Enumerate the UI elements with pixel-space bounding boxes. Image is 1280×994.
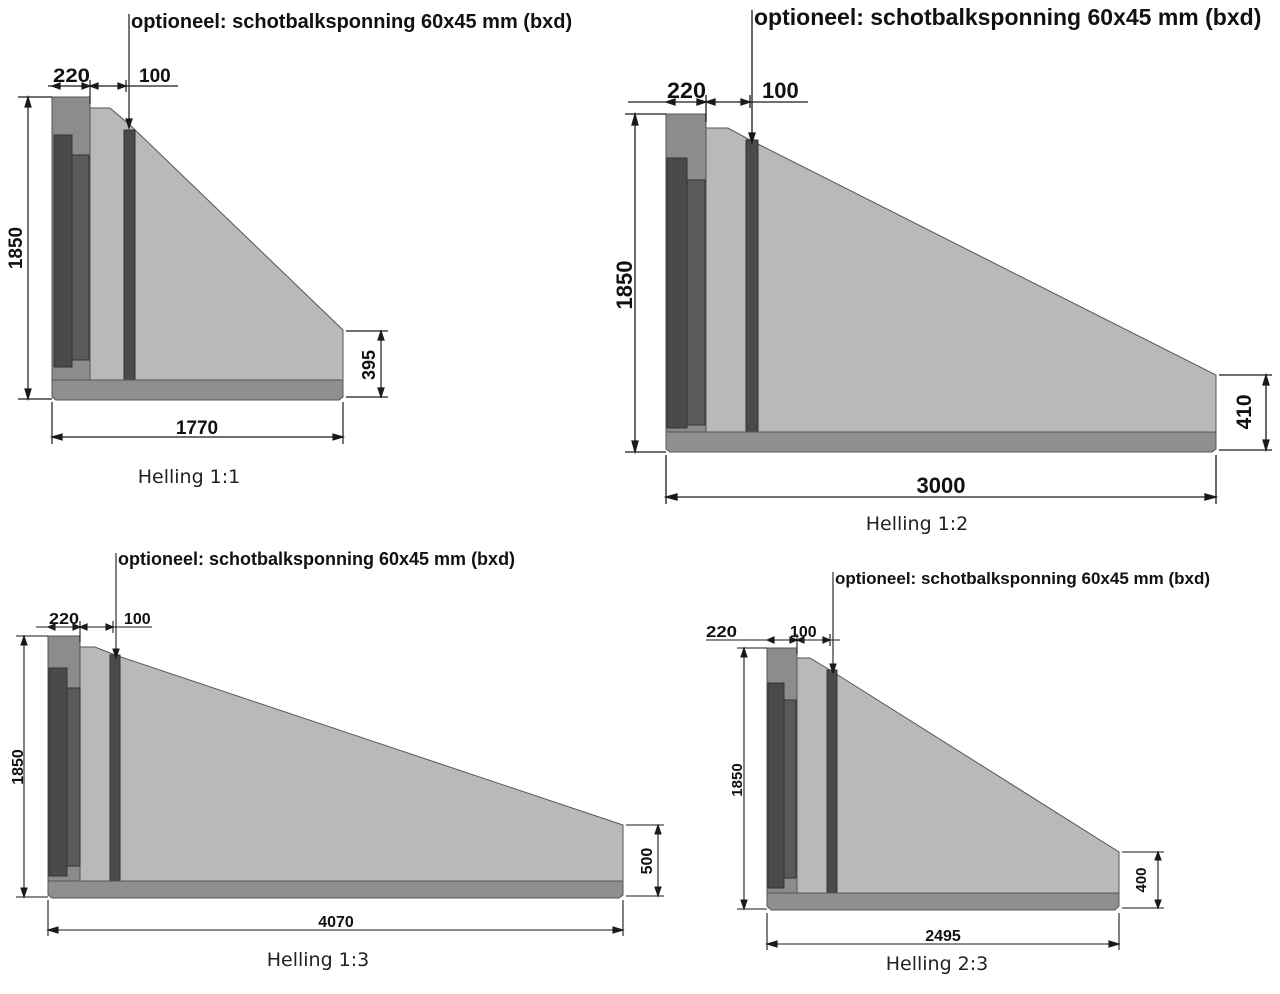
dim-length: 3000 (917, 473, 966, 498)
base-plate (47, 880, 624, 899)
dim-groove: 100 (790, 624, 817, 641)
wall-rib (666, 157, 688, 429)
dim-height: 1850 (10, 749, 27, 785)
drawing-helling-1-1: optioneel: schotbalksponning 60x45 mm (b… (6, 11, 572, 488)
note-label: optioneel: schotbalksponning 60x45 mm (b… (754, 4, 1261, 30)
dim-height: 1850 (612, 261, 637, 310)
note-label: optioneel: schotbalksponning 60x45 mm (b… (835, 569, 1210, 588)
wing-panel (705, 127, 1217, 433)
dim-end-height: 410 (1233, 394, 1256, 429)
dim-width: 220 (706, 624, 737, 641)
dim-width: 220 (667, 78, 706, 103)
wall-rib (48, 667, 68, 877)
dim-end-height: 500 (639, 848, 656, 875)
wing-panel (796, 657, 1120, 894)
wall-rib-inner (66, 687, 81, 867)
caption: Helling 1:3 (267, 949, 370, 971)
dim-width: 220 (53, 66, 90, 87)
wall-rib (767, 682, 785, 889)
wall-rib-inner (71, 154, 90, 361)
wall-rib-inner (686, 179, 706, 426)
dim-groove: 100 (124, 611, 151, 628)
note-label: optioneel: schotbalksponning 60x45 mm (b… (131, 11, 572, 33)
dim-height: 1850 (6, 227, 27, 269)
groove-rib (826, 669, 838, 894)
dim-length: 1770 (176, 418, 218, 439)
dim-height: 1850 (729, 763, 746, 796)
dim-groove: 100 (762, 78, 799, 103)
wall-rib (53, 134, 73, 368)
caption: Helling 1:2 (866, 513, 969, 535)
dim-length: 2495 (925, 928, 961, 945)
base-plate (51, 379, 344, 401)
wing-panel (79, 646, 624, 882)
base-plate (665, 431, 1217, 453)
dim-end-height: 400 (1133, 867, 1150, 892)
caption: Helling 1:1 (138, 466, 241, 488)
drawing-helling-2-3: optioneel: schotbalksponning 60x45 mm (b… (706, 569, 1210, 975)
wall-rib-inner (783, 699, 797, 879)
groove-rib (109, 654, 121, 882)
groove-rib (745, 139, 759, 433)
caption: Helling 2:3 (886, 953, 989, 975)
dim-groove: 100 (139, 66, 171, 87)
dim-width: 220 (49, 611, 79, 628)
drawing-helling-1-2: optioneel: schotbalksponning 60x45 mm (b… (612, 4, 1272, 535)
dim-length: 4070 (318, 914, 354, 931)
base-plate (766, 892, 1120, 911)
drawing-helling-1-3: optioneel: schotbalksponning 60x45 mm (b… (10, 549, 664, 971)
note-label: optioneel: schotbalksponning 60x45 mm (b… (118, 549, 515, 569)
dim-end-height: 395 (359, 350, 379, 380)
groove-rib (123, 129, 136, 381)
